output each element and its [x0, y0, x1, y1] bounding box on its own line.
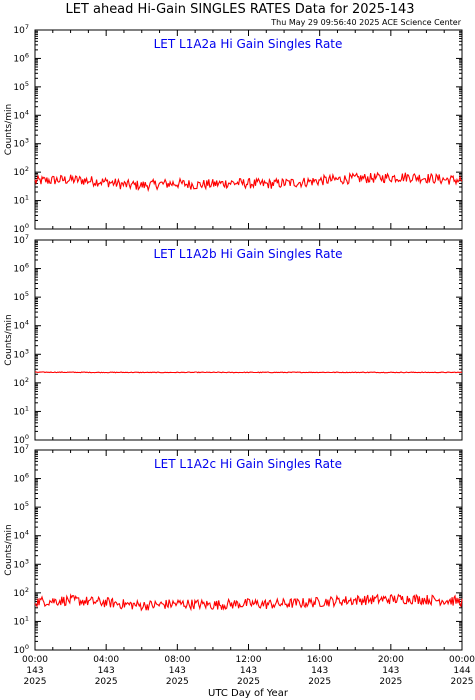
timestamp: Thu May 29 09:56:40 2025 ACE Science Cen… [270, 18, 461, 27]
data-series-line [34, 593, 463, 612]
panel-title: LET L1A2b Hi Gain Singles Rate [153, 247, 342, 261]
y-tick-label: 103 [13, 347, 29, 360]
data-series-line [34, 371, 463, 374]
y-tick-label: 104 [13, 108, 29, 121]
y-tick-label: 102 [13, 586, 29, 599]
y-tick-label: 106 [13, 51, 29, 64]
data-series-line [34, 171, 463, 193]
x-tick-label: 04:00 [93, 655, 119, 665]
y-tick-label: 103 [13, 557, 29, 570]
y-tick-label: 100 [13, 433, 29, 446]
y-tick-label: 106 [13, 262, 29, 275]
x-tick-label: 00:00 [449, 655, 475, 665]
x-tick-label: 00:00 [22, 655, 48, 665]
y-tick-label: 101 [13, 194, 29, 207]
x-tick-label: 143 [98, 666, 115, 676]
y-axis-label: Counts/min [4, 314, 14, 365]
y-tick-label: 104 [13, 529, 29, 542]
panels: 100 101 102 103 104 105 106 107 Counts/min LET L1… [4, 23, 463, 656]
x-tick-label: 20:00 [378, 655, 404, 665]
y-tick-label: 102 [13, 376, 29, 389]
y-tick-label: 100 [13, 222, 29, 235]
y-tick-label: 107 [13, 23, 29, 36]
page-title: LET ahead Hi-Gain SINGLES RATES Data for… [65, 2, 414, 17]
x-tick-label: 12:00 [236, 655, 262, 665]
panel-3: 100 101 102 103 104 105 106 107 Counts/min LET L1… [4, 443, 463, 656]
y-tick-label: 105 [13, 500, 29, 513]
panel-2: 100 101 102 103 104 105 106 107 Counts/min LET L1… [4, 233, 463, 446]
panel-title: LET L1A2c Hi Gain Singles Rate [154, 457, 342, 471]
x-tick-label: 2025 [237, 677, 260, 687]
plot-frame [34, 449, 463, 651]
x-tick-label: 2025 [451, 677, 474, 687]
panel-title: LET L1A2a Hi Gain Singles Rate [154, 37, 343, 51]
y-tick-label: 107 [13, 233, 29, 246]
y-tick-label: 104 [13, 319, 29, 332]
y-tick-label: 107 [13, 443, 29, 456]
x-tick-label: 2025 [24, 677, 47, 687]
x-tick-label: 143 [240, 666, 257, 676]
x-tick-label: 143 [311, 666, 328, 676]
plot-frame [34, 239, 463, 441]
x-tick-label: 143 [26, 666, 43, 676]
y-tick-label: 101 [13, 404, 29, 417]
x-tick-label: 2025 [95, 677, 118, 687]
y-tick-label: 106 [13, 472, 29, 485]
x-tick-label: 143 [169, 666, 186, 676]
x-tick-label: 08:00 [164, 655, 190, 665]
x-axis-label: UTC Day of Year [208, 688, 289, 699]
panel-1: 100 101 102 103 104 105 106 107 Counts/min LET L1… [4, 23, 463, 235]
y-tick-label: 103 [13, 137, 29, 150]
x-tick-label: 2025 [166, 677, 189, 687]
x-tick-label: 16:00 [307, 655, 333, 665]
x-tick-label: 144 [453, 666, 470, 676]
x-tick-label: 143 [382, 666, 399, 676]
y-axis-label: Counts/min [4, 524, 14, 575]
y-tick-label: 102 [13, 165, 29, 178]
y-tick-label: 105 [13, 290, 29, 303]
y-tick-label: 100 [13, 643, 29, 656]
y-tick-label: 101 [13, 614, 29, 627]
plot-frame [34, 29, 463, 230]
x-axis-labels: 00:00143202504:00143202508:00143202512:0… [22, 655, 475, 687]
y-axis-label: Counts/min [4, 104, 14, 155]
x-tick-label: 2025 [379, 677, 402, 687]
y-tick-label: 105 [13, 80, 29, 93]
x-tick-label: 2025 [308, 677, 331, 687]
